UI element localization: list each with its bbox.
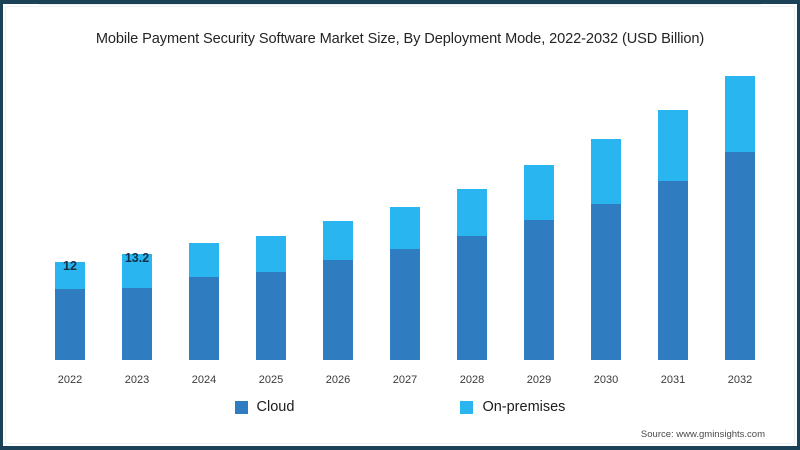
x-tick-label-2030: 2030 xyxy=(593,374,619,386)
bar-value-label-2023: 13.2 xyxy=(124,251,150,265)
bar-segment-cloud-2031[interactable] xyxy=(658,181,688,360)
bar-2022[interactable]: 12 xyxy=(55,259,85,360)
bar-segment-on-premises-2028[interactable] xyxy=(457,189,487,236)
x-tick-label-2029: 2029 xyxy=(526,374,552,386)
bar-2023[interactable]: 13.2 xyxy=(122,251,152,360)
bar-segment-on-premises-2029[interactable] xyxy=(524,165,554,220)
legend-label-cloud: Cloud xyxy=(256,399,295,415)
source-attribution: Source: www.gminsights.com xyxy=(640,429,765,440)
legend-swatch-cloud xyxy=(234,400,248,414)
bar-segment-on-premises-2022[interactable] xyxy=(55,262,85,289)
legend-swatch-on-premises xyxy=(460,400,474,414)
bar-segment-on-premises-2025[interactable] xyxy=(256,236,286,272)
x-axis-line xyxy=(39,4,761,5)
x-tick-label-2022: 2022 xyxy=(57,374,83,386)
bar-segment-cloud-2032[interactable] xyxy=(725,152,755,360)
chart-legend: Cloud On-premises xyxy=(3,399,797,415)
x-tick-label-2028: 2028 xyxy=(459,374,485,386)
bar-segment-cloud-2023[interactable] xyxy=(122,288,152,360)
chart-title: Mobile Payment Security Software Market … xyxy=(95,31,705,47)
bar-segment-cloud-2026[interactable] xyxy=(323,260,353,360)
bar-segment-cloud-2030[interactable] xyxy=(591,204,621,360)
legend-item-cloud[interactable]: Cloud xyxy=(234,399,295,415)
bar-segment-cloud-2024[interactable] xyxy=(189,277,219,360)
bar-2029[interactable] xyxy=(524,165,554,360)
bar-segment-cloud-2022[interactable] xyxy=(55,289,85,360)
x-tick-label-2024: 2024 xyxy=(191,374,217,386)
x-tick-label-2031: 2031 xyxy=(660,374,686,386)
bar-segment-cloud-2029[interactable] xyxy=(524,220,554,360)
bar-2030[interactable] xyxy=(591,139,621,360)
x-tick-label-2023: 2023 xyxy=(124,374,150,386)
bar-segment-on-premises-2023[interactable] xyxy=(122,254,152,288)
bar-2027[interactable] xyxy=(390,207,420,360)
plot-area: 12 13.2 2022 2023 2024 2025 2026 2027 2028 2029 2… xyxy=(3,4,797,446)
bar-segment-cloud-2027[interactable] xyxy=(390,249,420,360)
bar-2028[interactable] xyxy=(457,189,487,360)
bar-2025[interactable] xyxy=(256,236,286,360)
x-tick-label-2032: 2032 xyxy=(727,374,753,386)
bar-segment-on-premises-2027[interactable] xyxy=(390,207,420,249)
bar-value-label-2022: 12 xyxy=(63,259,77,273)
x-tick-label-2026: 2026 xyxy=(325,374,351,386)
bar-2032[interactable] xyxy=(725,76,755,360)
x-tick-label-2025: 2025 xyxy=(258,374,284,386)
bar-segment-on-premises-2024[interactable] xyxy=(189,243,219,277)
bar-segment-on-premises-2026[interactable] xyxy=(323,221,353,260)
bar-segment-on-premises-2031[interactable] xyxy=(658,110,688,181)
bar-2031[interactable] xyxy=(658,110,688,360)
legend-label-on-premises: On-premises xyxy=(482,399,566,415)
bar-2024[interactable] xyxy=(189,243,219,360)
bar-2026[interactable] xyxy=(323,221,353,360)
bar-segment-cloud-2028[interactable] xyxy=(457,236,487,360)
legend-item-on-premises[interactable]: On-premises xyxy=(460,399,565,415)
bar-segment-on-premises-2032[interactable] xyxy=(725,76,755,152)
bar-segment-cloud-2025[interactable] xyxy=(256,272,286,360)
bar-segment-on-premises-2030[interactable] xyxy=(591,139,621,204)
x-tick-label-2027: 2027 xyxy=(392,374,418,386)
